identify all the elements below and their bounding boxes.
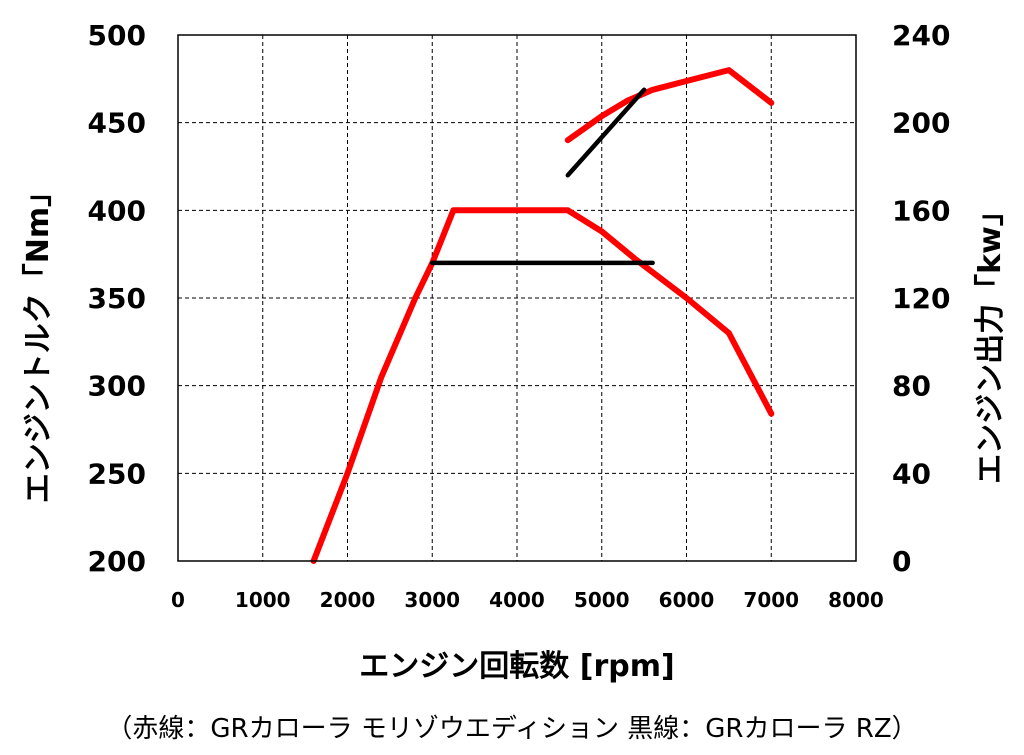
x-tick-label: 7000 — [743, 588, 799, 612]
tick-labels: 0 1000 2000 3000 4000 5000 6000 7000 80002002503… — [88, 19, 951, 612]
series-line-4 — [565, 87, 647, 178]
series-line-1 — [310, 207, 775, 564]
x-axis-label: エンジン回転数 [rpm] — [359, 649, 674, 684]
plot-frame — [177, 34, 857, 562]
x-tick-label: 6000 — [659, 588, 715, 612]
x-tick-label: 3000 — [404, 588, 460, 612]
y-tick-label-right: 80 — [892, 370, 931, 403]
y-tick-label-left: 400 — [88, 194, 146, 227]
y-tick-label-right: 200 — [892, 107, 950, 140]
y-tick-label-right: 160 — [892, 194, 950, 227]
y-tick-label-right: 0 — [892, 545, 911, 578]
series-line-3 — [564, 67, 775, 144]
x-tick-label: 5000 — [574, 588, 630, 612]
y-tick-label-left: 250 — [88, 457, 146, 490]
x-tick-label: 8000 — [828, 588, 884, 612]
x-tick-label: 1000 — [235, 588, 291, 612]
grid — [178, 35, 856, 561]
y-tick-label-left: 450 — [88, 107, 146, 140]
y-tick-label-right: 120 — [892, 282, 950, 315]
x-tick-label: 2000 — [320, 588, 376, 612]
x-tick-label: 0 — [171, 588, 185, 612]
y-tick-label-left: 500 — [88, 19, 146, 52]
y-tick-label-left: 350 — [88, 282, 146, 315]
y-tick-label-left: 200 — [88, 545, 146, 578]
y-axis-label-left: エンジントルク「Nm」 — [21, 177, 56, 503]
x-tick-label: 4000 — [489, 588, 545, 612]
y-tick-label-left: 300 — [88, 370, 146, 403]
series-group — [310, 67, 775, 564]
y-tick-label-right: 240 — [892, 19, 950, 52]
chart-caption: （赤線：GRカローラ モリゾウエディション 黒線：GRカローラ RZ） — [106, 714, 918, 744]
y-tick-label-right: 40 — [892, 457, 931, 490]
y-axis-label-right: エンジン出力「kw」 — [973, 196, 1008, 484]
